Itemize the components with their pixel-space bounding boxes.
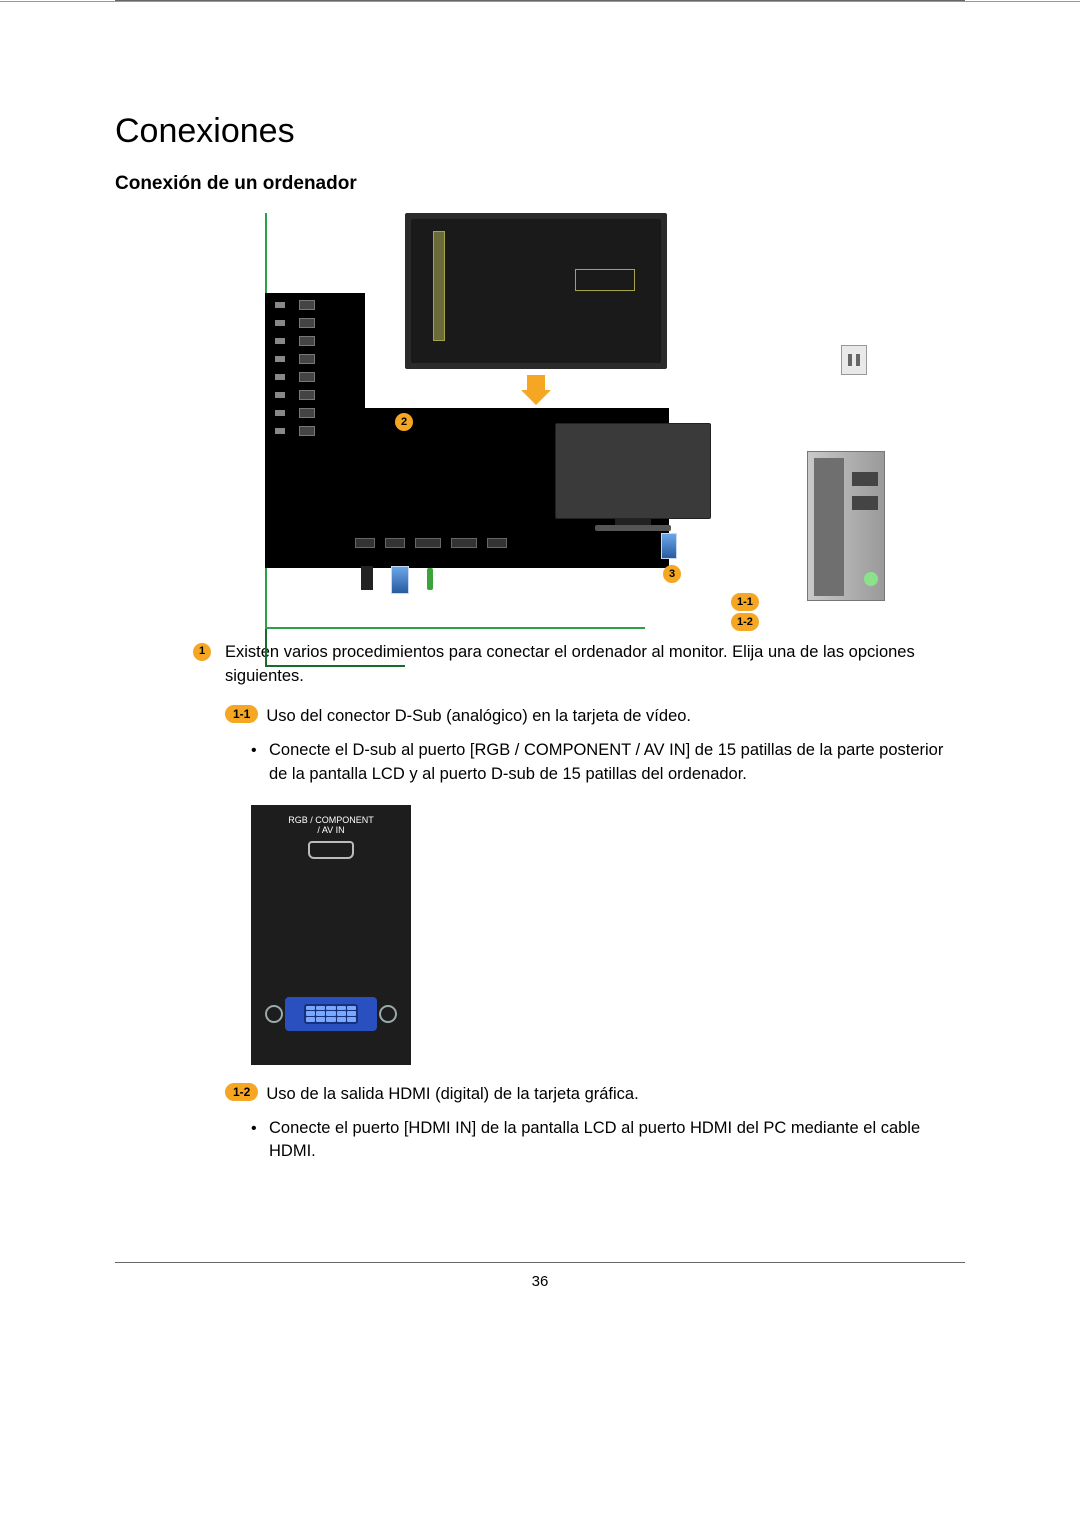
side-port-column xyxy=(275,300,315,444)
section-title: Conexión de un ordenador xyxy=(115,173,965,195)
callout-circle-1: 1 xyxy=(193,643,211,661)
vga-connector xyxy=(391,566,409,594)
pc-monitor-base xyxy=(595,525,671,531)
bullet-item: Conecte el puerto [HDMI IN] de la pantal… xyxy=(251,1117,965,1165)
arrow-down-icon xyxy=(521,375,551,405)
dsub-port-icon xyxy=(308,841,354,859)
bottom-port-row xyxy=(355,538,507,548)
vga-pins xyxy=(304,1004,358,1024)
callout-badge-1-1: 1-1 xyxy=(731,593,759,611)
vga-plug-icon xyxy=(285,997,377,1031)
callout-badge-1-2: 1-2 xyxy=(731,613,759,631)
page-body: Conexiones Conexión de un ordenador xyxy=(0,1,1080,1222)
tower-audio-port xyxy=(864,572,878,586)
sub-option-1-2: 1-2 Uso de la salida HDMI (digital) de l… xyxy=(225,1083,965,1107)
port-figure-label-line2: / AV IN xyxy=(317,825,344,835)
bullet-list-1: Conecte el D-sub al puerto [RGB / COMPON… xyxy=(251,739,965,787)
sub-option-1-2-text: Uso de la salida HDMI (digital) de la ta… xyxy=(266,1083,638,1107)
port-figure-label-line1: RGB / COMPONENT xyxy=(288,815,374,825)
cable-line xyxy=(265,665,405,667)
bullet-item: Conecte el D-sub al puerto [RGB / COMPON… xyxy=(251,739,965,787)
page-title: Conexiones xyxy=(115,112,965,151)
cable-line xyxy=(265,629,267,665)
port-figure-label: RGB / COMPONENT / AV IN xyxy=(251,815,411,837)
tower-port xyxy=(852,472,878,486)
sub-option-1-1-text: Uso del conector D-Sub (analógico) en la… xyxy=(266,705,691,729)
callout-badge-3: 3 xyxy=(663,565,681,583)
display-rear-inner xyxy=(411,219,661,363)
port-strip-horizontal xyxy=(575,269,635,291)
pill-1-2: 1-2 xyxy=(225,1083,258,1101)
power-connector xyxy=(361,566,373,590)
pc-monitor xyxy=(555,423,711,519)
audio-connector xyxy=(427,568,433,590)
connection-diagram: 2 3 1-1 1-2 xyxy=(265,213,885,613)
page-number: 36 xyxy=(0,1263,1080,1320)
callout-badge-2: 2 xyxy=(395,413,413,431)
port-strip-vertical xyxy=(433,231,445,341)
cable-line xyxy=(265,627,645,629)
content-block: 1 Existen varios procedimientos para con… xyxy=(193,641,965,1164)
port-figure-dsub: RGB / COMPONENT / AV IN xyxy=(251,805,411,1065)
pc-tower xyxy=(807,451,885,601)
pc-monitor-vga-connector xyxy=(661,533,677,559)
sub-option-1-1: 1-1 Uso del conector D-Sub (analógico) e… xyxy=(225,705,965,729)
tower-port xyxy=(852,496,878,510)
pill-1-1: 1-1 xyxy=(225,705,258,723)
bullet-list-2: Conecte el puerto [HDMI IN] de la pantal… xyxy=(251,1117,965,1165)
wall-outlet-icon xyxy=(841,345,867,375)
